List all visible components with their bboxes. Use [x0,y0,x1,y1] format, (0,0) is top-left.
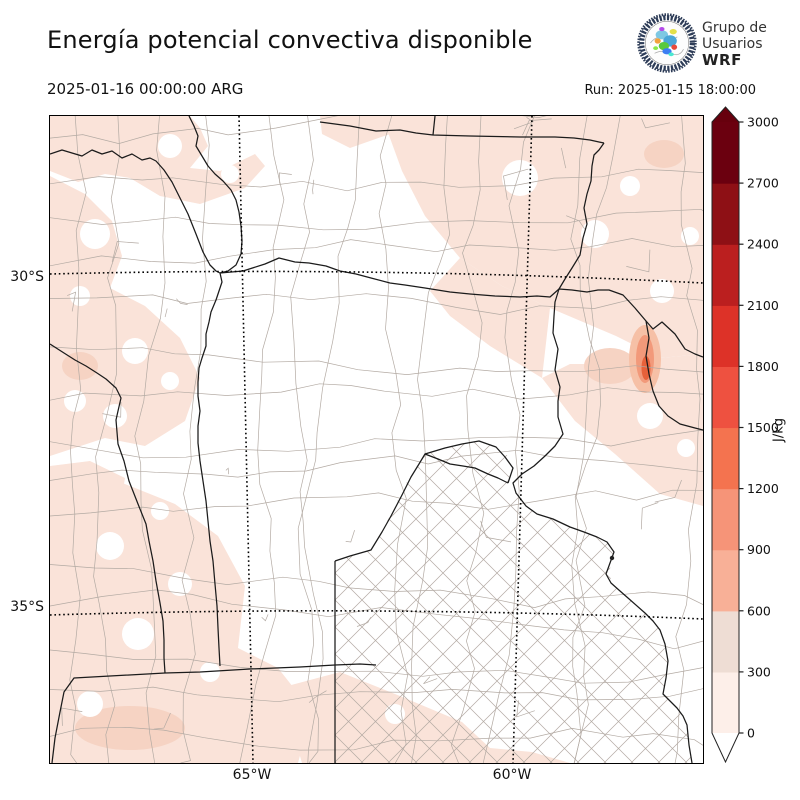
lon-label-65w: 65°W [232,767,272,783]
cape-shading-map [49,90,704,764]
wrf-logo-text: Grupo de Usuarios WRF [702,20,767,68]
city-marker [609,555,615,561]
run-timestamp-label: Run: 2025-01-15 18:00:00 [584,83,756,98]
logo-line-3: WRF [702,51,742,69]
cape-hotspot [629,325,661,393]
svg-text:300: 300 [747,664,771,679]
lat-label-35s: 35°S [10,599,44,615]
plot-title: Energía potencial convectiva disponible [47,26,533,54]
colorbar-svg: 0 300 600 900 1200 1500 1800 2100 2400 2700 3000 [711,106,779,764]
cape-mid-shading [62,140,684,750]
svg-text:1500: 1500 [747,420,779,435]
svg-text:2400: 2400 [747,237,779,252]
province-boundaries [49,115,704,764]
svg-text:900: 900 [747,542,771,557]
colorbar: 0 300 600 900 1200 1500 1800 2100 2400 2700 3000 [710,104,800,770]
logo-line-2: Usuarios [702,36,763,52]
svg-text:2100: 2100 [747,298,779,313]
cape-low-shading [50,116,703,763]
svg-text:2700: 2700 [747,176,779,191]
valid-time-label: 2025-01-16 00:00:00 ARG [47,80,244,98]
svg-text:1800: 1800 [747,359,779,374]
svg-text:3000: 3000 [747,115,779,130]
lon-label-60w: 60°W [492,767,532,783]
graticule-gridlines [49,115,704,764]
svg-text:0: 0 [747,726,755,741]
svg-text:1200: 1200 [747,481,779,496]
lat-label-30s: 30°S [10,269,44,285]
wrf-globe-emblem-icon [636,12,698,74]
map-canvas [49,90,704,764]
logo-line-1: Grupo de [702,20,767,36]
svg-text:600: 600 [747,603,771,618]
colorbar-units-label: J/kg [771,418,787,442]
